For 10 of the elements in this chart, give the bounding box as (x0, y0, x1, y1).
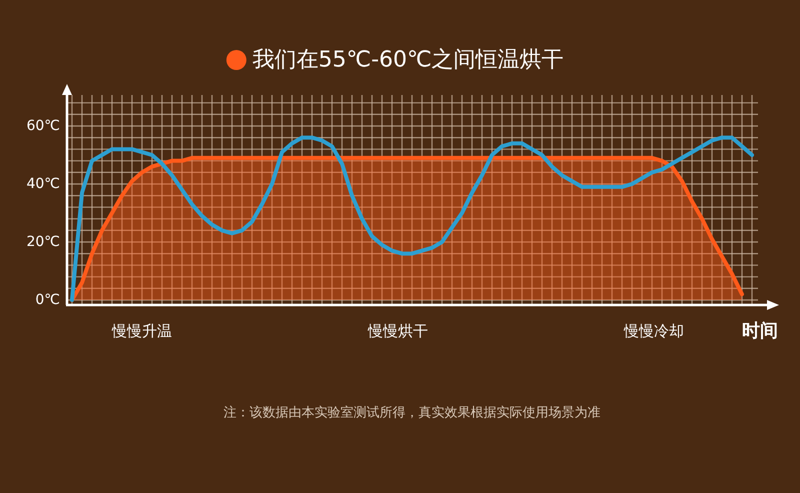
y-tick-label: 60℃ (26, 118, 60, 134)
y-tick-label: 0℃ (35, 292, 60, 308)
text: 慢慢升温 (111, 322, 172, 340)
text: 慢慢冷却 (623, 322, 684, 340)
text: 注：该数据由本实验室测试所得，真实效果根据实际使用场景为准 (224, 404, 600, 420)
text: 慢慢烘干 (367, 322, 428, 340)
x-axis-title: 时间 (742, 320, 778, 342)
legend-label: 我们在55℃-60℃之间恒温烘干 (252, 48, 564, 72)
y-tick-label: 20℃ (26, 234, 60, 250)
y-tick-label: 40℃ (26, 176, 60, 192)
